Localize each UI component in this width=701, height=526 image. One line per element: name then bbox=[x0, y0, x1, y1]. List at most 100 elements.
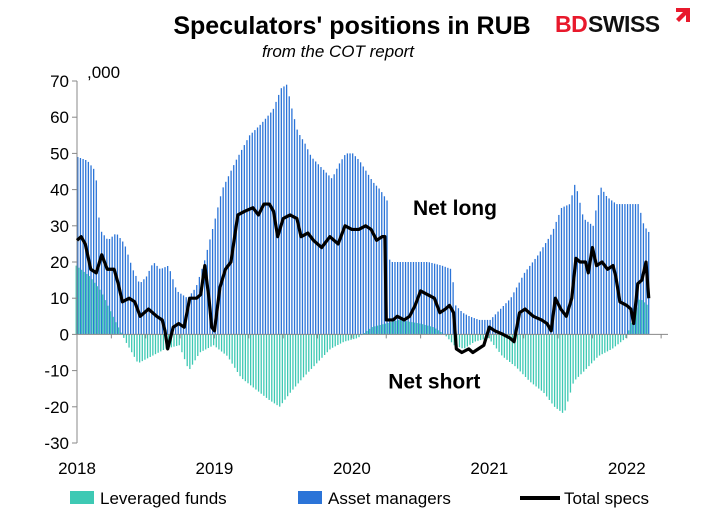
bar-leveraged bbox=[96, 286, 98, 335]
bar-asset bbox=[542, 247, 544, 335]
bar-asset bbox=[201, 268, 203, 335]
bar-asset bbox=[312, 158, 314, 335]
bar-leveraged bbox=[78, 267, 80, 335]
bar-leveraged bbox=[538, 334, 540, 389]
bar-leveraged bbox=[157, 334, 159, 353]
bar-leveraged bbox=[228, 334, 231, 360]
bar-asset bbox=[465, 314, 467, 335]
bar-asset bbox=[560, 207, 563, 335]
bar-asset bbox=[436, 264, 438, 335]
bar-asset bbox=[518, 282, 520, 335]
y-tick-label: -10 bbox=[44, 362, 69, 381]
bar-asset bbox=[243, 145, 245, 335]
bar-asset bbox=[552, 228, 555, 335]
bar-leveraged bbox=[440, 332, 442, 335]
logo-swiss: SWISS bbox=[588, 11, 660, 37]
bar-asset bbox=[219, 196, 222, 335]
bar-asset bbox=[394, 262, 396, 335]
annotation-label: Net short bbox=[388, 371, 480, 394]
bar-leveraged bbox=[577, 334, 580, 377]
bar-leveraged bbox=[561, 334, 564, 413]
bar-leveraged bbox=[530, 334, 532, 383]
bar-leveraged bbox=[310, 334, 313, 369]
bar-asset bbox=[198, 276, 201, 335]
bar-leveraged bbox=[635, 307, 638, 335]
bar-leveraged bbox=[487, 334, 490, 339]
bar-leveraged bbox=[532, 334, 535, 385]
bar-asset bbox=[637, 204, 639, 335]
bar-asset bbox=[389, 259, 391, 335]
bar-leveraged bbox=[461, 334, 463, 349]
bar-leveraged bbox=[273, 334, 276, 404]
bar-leveraged bbox=[620, 334, 622, 343]
bar-leveraged bbox=[498, 334, 500, 352]
x-tick-label: 2021 bbox=[470, 459, 508, 478]
bar-asset bbox=[262, 121, 264, 335]
bar-asset bbox=[172, 279, 174, 335]
bar-asset bbox=[270, 112, 272, 335]
bar-leveraged bbox=[191, 334, 194, 365]
bar-leveraged bbox=[522, 334, 524, 375]
bar-asset bbox=[563, 206, 565, 335]
bar-leveraged bbox=[199, 334, 202, 353]
bar-series-group bbox=[75, 84, 650, 413]
bar-leveraged bbox=[128, 334, 130, 348]
bar-leveraged bbox=[318, 334, 321, 361]
bar-leveraged bbox=[569, 334, 572, 393]
bar-asset bbox=[122, 241, 124, 335]
bar-asset bbox=[500, 308, 502, 335]
bar-asset bbox=[278, 94, 280, 335]
bar-asset bbox=[103, 235, 105, 335]
bar-asset bbox=[616, 204, 618, 335]
bar-asset bbox=[428, 262, 430, 335]
bar-asset bbox=[82, 159, 84, 335]
bar-leveraged bbox=[186, 334, 188, 367]
bar-leveraged bbox=[437, 330, 439, 335]
bar-asset bbox=[632, 204, 634, 335]
bar-asset bbox=[460, 311, 462, 335]
bar-leveraged bbox=[120, 332, 122, 335]
bar-asset bbox=[180, 293, 182, 335]
bar-leveraged bbox=[247, 334, 249, 384]
bar-leveraged bbox=[363, 333, 365, 335]
bar-asset bbox=[167, 265, 169, 335]
bar-asset bbox=[457, 308, 460, 335]
bar-leveraged bbox=[572, 334, 574, 384]
bar-leveraged bbox=[630, 322, 632, 335]
bar-leveraged bbox=[427, 325, 429, 335]
bar-asset bbox=[581, 214, 584, 335]
legend-swatch bbox=[70, 491, 94, 504]
bar-leveraged bbox=[107, 305, 109, 335]
bar-leveraged bbox=[347, 334, 350, 341]
bar-asset bbox=[291, 108, 293, 335]
bar-asset bbox=[330, 178, 333, 335]
bar-leveraged bbox=[392, 321, 395, 335]
bar-leveraged bbox=[300, 334, 302, 381]
bar-asset bbox=[621, 204, 623, 335]
bar-asset bbox=[391, 262, 393, 335]
bar-leveraged bbox=[279, 334, 281, 407]
bar-leveraged bbox=[416, 323, 418, 335]
bar-leveraged bbox=[339, 334, 342, 344]
bar-asset bbox=[190, 293, 193, 335]
bar-leveraged bbox=[546, 334, 548, 397]
bar-asset bbox=[177, 291, 179, 335]
bar-asset bbox=[346, 153, 349, 335]
bar-asset bbox=[169, 271, 171, 335]
bar-asset bbox=[550, 234, 552, 335]
bar-asset bbox=[484, 319, 486, 335]
bar-leveraged bbox=[104, 300, 106, 335]
bar-leveraged bbox=[643, 302, 646, 335]
bar-leveraged bbox=[495, 334, 498, 349]
bar-leveraged bbox=[257, 334, 260, 392]
bar-leveraged bbox=[583, 334, 585, 372]
bar-asset bbox=[87, 161, 90, 335]
bar-asset bbox=[280, 88, 282, 335]
bar-asset bbox=[188, 296, 190, 335]
bar-leveraged bbox=[91, 279, 93, 335]
bar-asset bbox=[449, 268, 452, 335]
bar-asset bbox=[98, 217, 100, 335]
bar-leveraged bbox=[308, 334, 310, 372]
bar-leveraged bbox=[567, 334, 569, 402]
